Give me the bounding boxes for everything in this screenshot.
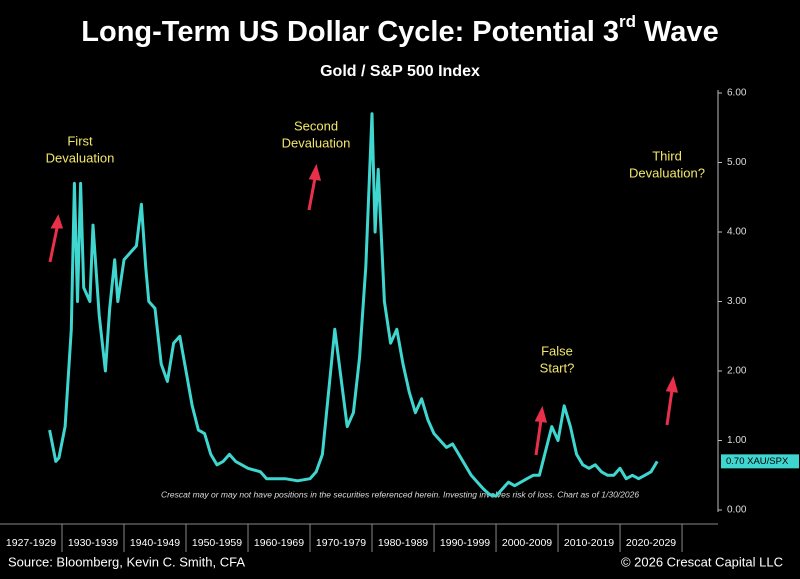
arrow [48, 227, 59, 263]
y-tick-label: 1.00 [727, 435, 747, 446]
arrow [665, 389, 674, 426]
x-tick-label: 2000-2009 [502, 537, 552, 549]
annotation: Devaluation [46, 150, 115, 165]
chart-title: Long-Term US Dollar Cycle: Potential 3rd… [81, 12, 718, 47]
y-tick-label: 2.00 [727, 366, 747, 377]
y-tick-label: 6.00 [727, 88, 747, 99]
arrow-head [534, 405, 548, 423]
x-tick-label: 1970-1979 [316, 537, 366, 549]
arrow-head [665, 375, 679, 393]
y-tick-label: 4.00 [727, 227, 747, 238]
x-tick-label: 1990-1999 [440, 537, 490, 549]
arrows [48, 163, 679, 456]
value-box [721, 454, 799, 469]
annotation: False [541, 343, 573, 358]
source: Source: Bloomberg, Kevin C. Smith, CFA [8, 554, 245, 569]
x-tick-label: 2020-2029 [626, 537, 676, 549]
annotation: Third [652, 148, 682, 163]
x-tick-label: 1927-1929 [6, 537, 56, 549]
annotation: Second [294, 118, 338, 133]
copyright: © 2026 Crescat Capital LLC [621, 554, 783, 569]
value-label: 0.70 XAU/SPX [726, 456, 789, 467]
arrow-head [308, 163, 322, 181]
x-tick-label: 1930-1939 [68, 537, 118, 549]
data-line [48, 112, 659, 498]
y-tick-label: 3.00 [727, 296, 747, 307]
x-tick-label: 1960-1969 [254, 537, 304, 549]
x-tick-label: 1950-1959 [192, 537, 242, 549]
annotation: First [67, 133, 93, 148]
arrow-head [50, 214, 64, 229]
y-tick-label: 0.00 [727, 505, 747, 516]
arrow [534, 419, 543, 456]
x-tick-label: 1940-1949 [130, 537, 180, 549]
annotation: Devaluation [282, 135, 351, 150]
y-tick-label: 5.00 [727, 157, 747, 168]
arrow [307, 177, 317, 211]
x-tick-label: 2010-2019 [564, 537, 614, 549]
annotation: Start? [540, 360, 575, 375]
disclaimer: Crescat may or may not have positions in… [161, 489, 639, 499]
chart-subtitle: Gold / S&P 500 Index [320, 63, 480, 80]
x-tick-label: 1980-1989 [378, 537, 428, 549]
annotation: Devaluation? [629, 165, 705, 180]
